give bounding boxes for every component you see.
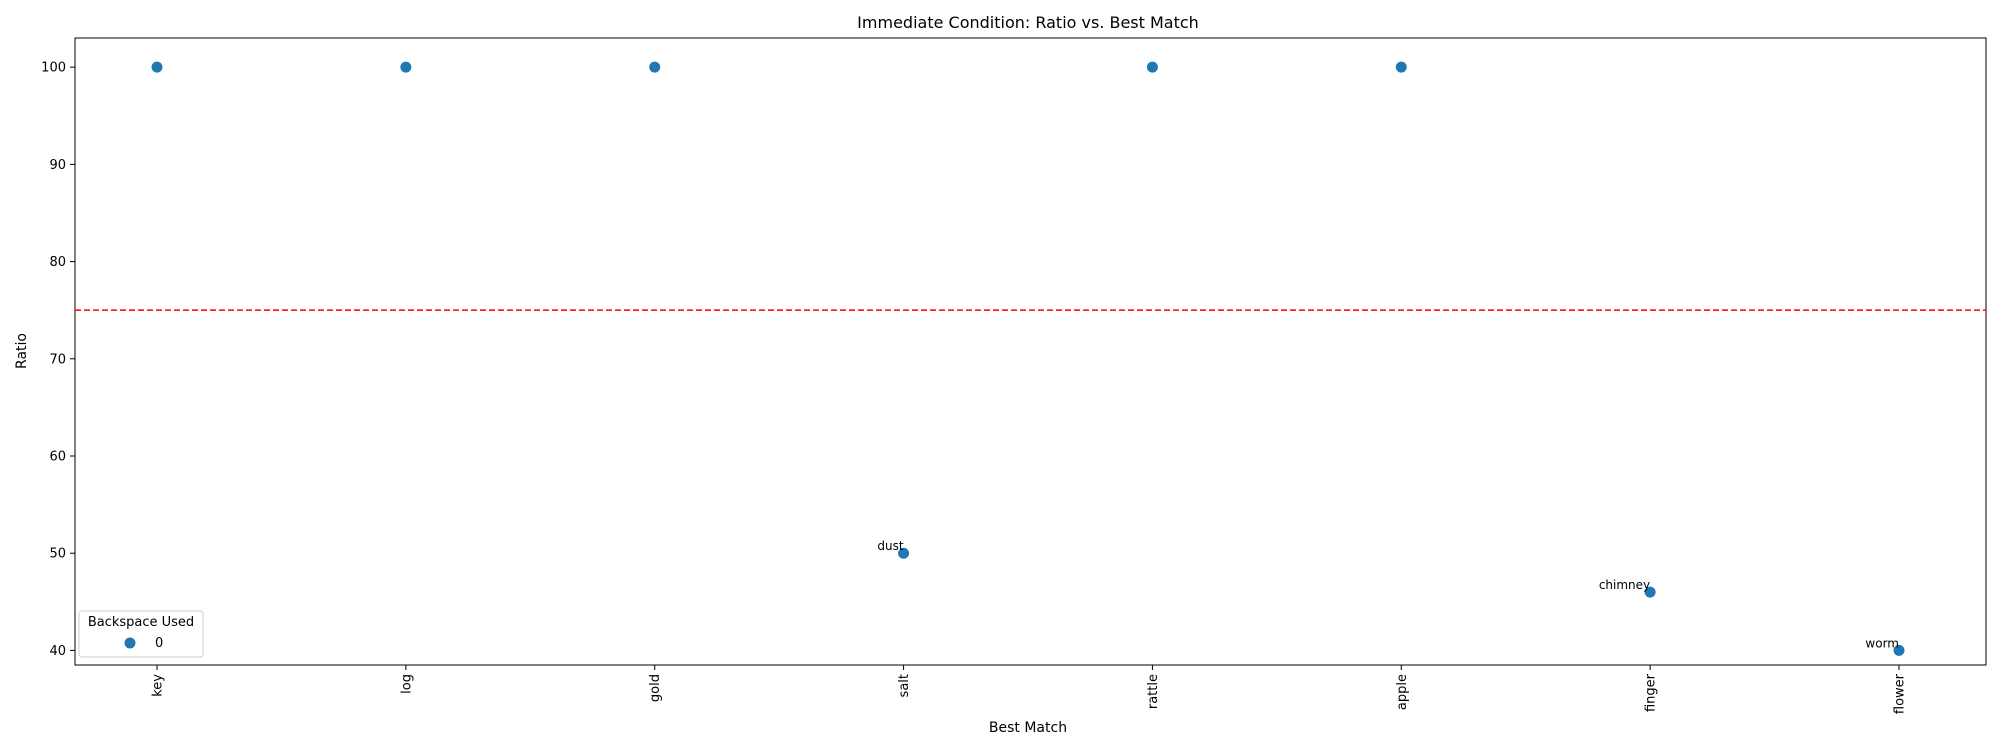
data-point-rattle	[1146, 61, 1158, 73]
data-point-log	[400, 61, 412, 73]
plot-area	[74, 37, 1987, 666]
data-point-key	[151, 61, 163, 73]
y-tick-label: 50	[49, 547, 66, 562]
x-axis: key log gold salt rattle apple finger flower	[151, 665, 1908, 714]
annotation-worm: worm	[1865, 636, 1899, 650]
x-tick-label-flower: flower	[1893, 673, 1908, 714]
data-point-salt	[898, 547, 910, 559]
x-tick-label-apple: apple	[1395, 674, 1410, 710]
legend-entry-label: 0	[155, 636, 163, 651]
y-tick-label: 90	[49, 158, 66, 173]
legend-title: Backspace Used	[88, 615, 194, 630]
annotation-dust: dust	[877, 539, 903, 553]
y-tick-label: 40	[49, 644, 66, 659]
x-axis-label: Best Match	[989, 720, 1067, 736]
y-tick-label: 60	[49, 450, 66, 465]
y-tick-label: 80	[49, 255, 66, 270]
y-axis-label: Ratio	[14, 333, 30, 369]
x-tick-label-finger: finger	[1644, 673, 1659, 712]
y-tick-label: 100	[41, 61, 66, 76]
y-tick-label: 70	[49, 352, 66, 367]
annotation-chimney: chimney	[1599, 578, 1650, 592]
point-annotations: dust chimney worm	[877, 539, 1899, 650]
data-point-finger	[1644, 586, 1656, 598]
x-tick-label-salt: salt	[897, 674, 912, 697]
x-tick-label-rattle: rattle	[1146, 674, 1161, 709]
data-point-gold	[649, 61, 661, 73]
y-axis: 40 50 60 70 80 90 100	[41, 61, 75, 659]
legend-box	[78, 610, 204, 658]
legend-marker	[124, 637, 136, 649]
chart-title: Immediate Condition: Ratio vs. Best Matc…	[857, 13, 1199, 32]
data-point-flower	[1893, 644, 1905, 656]
data-points	[151, 61, 1905, 656]
x-tick-label-log: log	[399, 674, 414, 694]
data-point-apple	[1395, 61, 1407, 73]
x-tick-label-key: key	[151, 674, 166, 697]
legend: Backspace Used 0	[78, 610, 204, 658]
x-tick-label-gold: gold	[648, 674, 663, 702]
